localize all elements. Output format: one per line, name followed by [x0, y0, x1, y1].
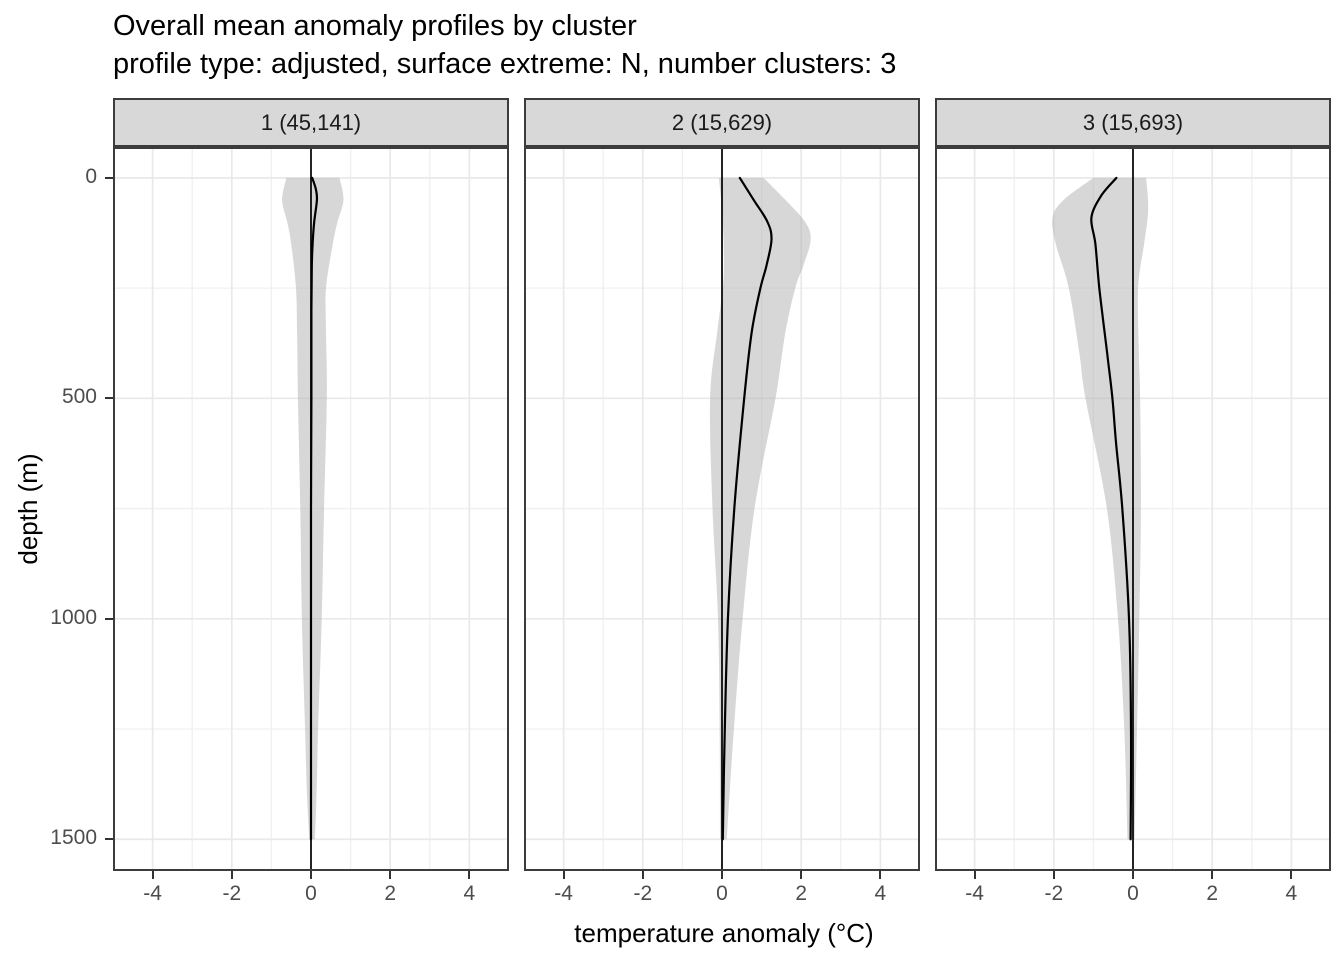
- y-axis-tick-mark: [105, 176, 113, 179]
- facet-strip: 1 (45,141): [113, 98, 509, 147]
- y-axis-tick-label: 1000: [50, 605, 97, 629]
- x-axis-tick-label: -4: [965, 882, 984, 905]
- x-axis-tick-mark: [151, 871, 154, 879]
- y-axis-tick-label: 1500: [50, 826, 97, 850]
- panel-border: [935, 147, 1331, 871]
- facet-strip-label: 2 (15,629): [671, 109, 773, 135]
- x-axis-tick-mark: [1290, 871, 1293, 879]
- chart-title: Overall mean anomaly profiles by cluster: [113, 10, 637, 42]
- facet-strip-label: 3 (15,693): [1082, 109, 1184, 135]
- x-axis-tick-label: 0: [716, 882, 728, 905]
- y-axis-tick-mark: [105, 617, 113, 620]
- mean-profile-line: [309, 176, 319, 841]
- x-axis-tick-mark: [1211, 871, 1214, 879]
- facet-strip: 3 (15,693): [935, 98, 1331, 147]
- x-axis-tick-label: 2: [795, 882, 808, 905]
- uncertainty-ribbon: [1052, 177, 1149, 840]
- x-axis-tick-label: -2: [1044, 882, 1064, 905]
- x-axis-tick-mark: [973, 871, 976, 879]
- x-axis-tick-label: -4: [554, 882, 573, 905]
- x-axis-tick-label: -2: [633, 882, 653, 905]
- facet-strip: 2 (15,629): [524, 98, 920, 147]
- facet-panel: [935, 147, 1331, 871]
- x-axis-tick-mark: [641, 871, 644, 879]
- y-axis-tick-label: 500: [61, 385, 97, 409]
- x-axis-title: temperature anomaly (°C): [574, 918, 874, 948]
- x-axis-tick-label: 0: [1127, 882, 1139, 905]
- facet-panel: [113, 147, 509, 871]
- x-axis-tick-label: 0: [305, 882, 317, 905]
- x-axis-tick-mark: [468, 871, 471, 879]
- x-axis-tick-mark: [800, 871, 803, 879]
- x-axis-tick-label: 2: [1206, 882, 1219, 905]
- panel-border: [113, 147, 509, 871]
- y-axis-tick-label: 0: [85, 164, 97, 188]
- mean-profile-line: [1090, 176, 1133, 841]
- x-axis-tick-label: -4: [143, 882, 162, 905]
- panel-border: [524, 147, 920, 871]
- y-axis-tick-mark: [105, 397, 113, 400]
- x-axis-tick-mark: [1052, 871, 1055, 879]
- uncertainty-ribbon: [282, 177, 344, 840]
- x-axis-tick-mark: [879, 871, 882, 879]
- x-axis-tick-label: 2: [384, 882, 397, 905]
- y-axis-title: depth (m): [13, 453, 43, 565]
- x-axis-tick-mark: [389, 871, 392, 879]
- x-axis-tick-mark: [721, 871, 723, 879]
- facet-strip-label: 1 (45,141): [260, 109, 362, 135]
- x-axis-tick-mark: [562, 871, 565, 879]
- x-axis-tick-mark: [310, 871, 312, 879]
- uncertainty-ribbon: [709, 177, 811, 840]
- x-axis-tick-label: 4: [1285, 882, 1298, 905]
- y-axis-tick-mark: [105, 838, 113, 841]
- facet-panel: [524, 147, 920, 871]
- chart-subtitle: profile type: adjusted, surface extreme:…: [113, 48, 897, 80]
- x-axis-tick-mark: [1132, 871, 1134, 879]
- x-axis-tick-label: 4: [463, 882, 476, 905]
- mean-profile-line: [721, 176, 773, 841]
- x-axis-tick-label: 4: [874, 882, 887, 905]
- x-axis-tick-mark: [230, 871, 233, 879]
- x-axis-tick-label: -2: [222, 882, 242, 905]
